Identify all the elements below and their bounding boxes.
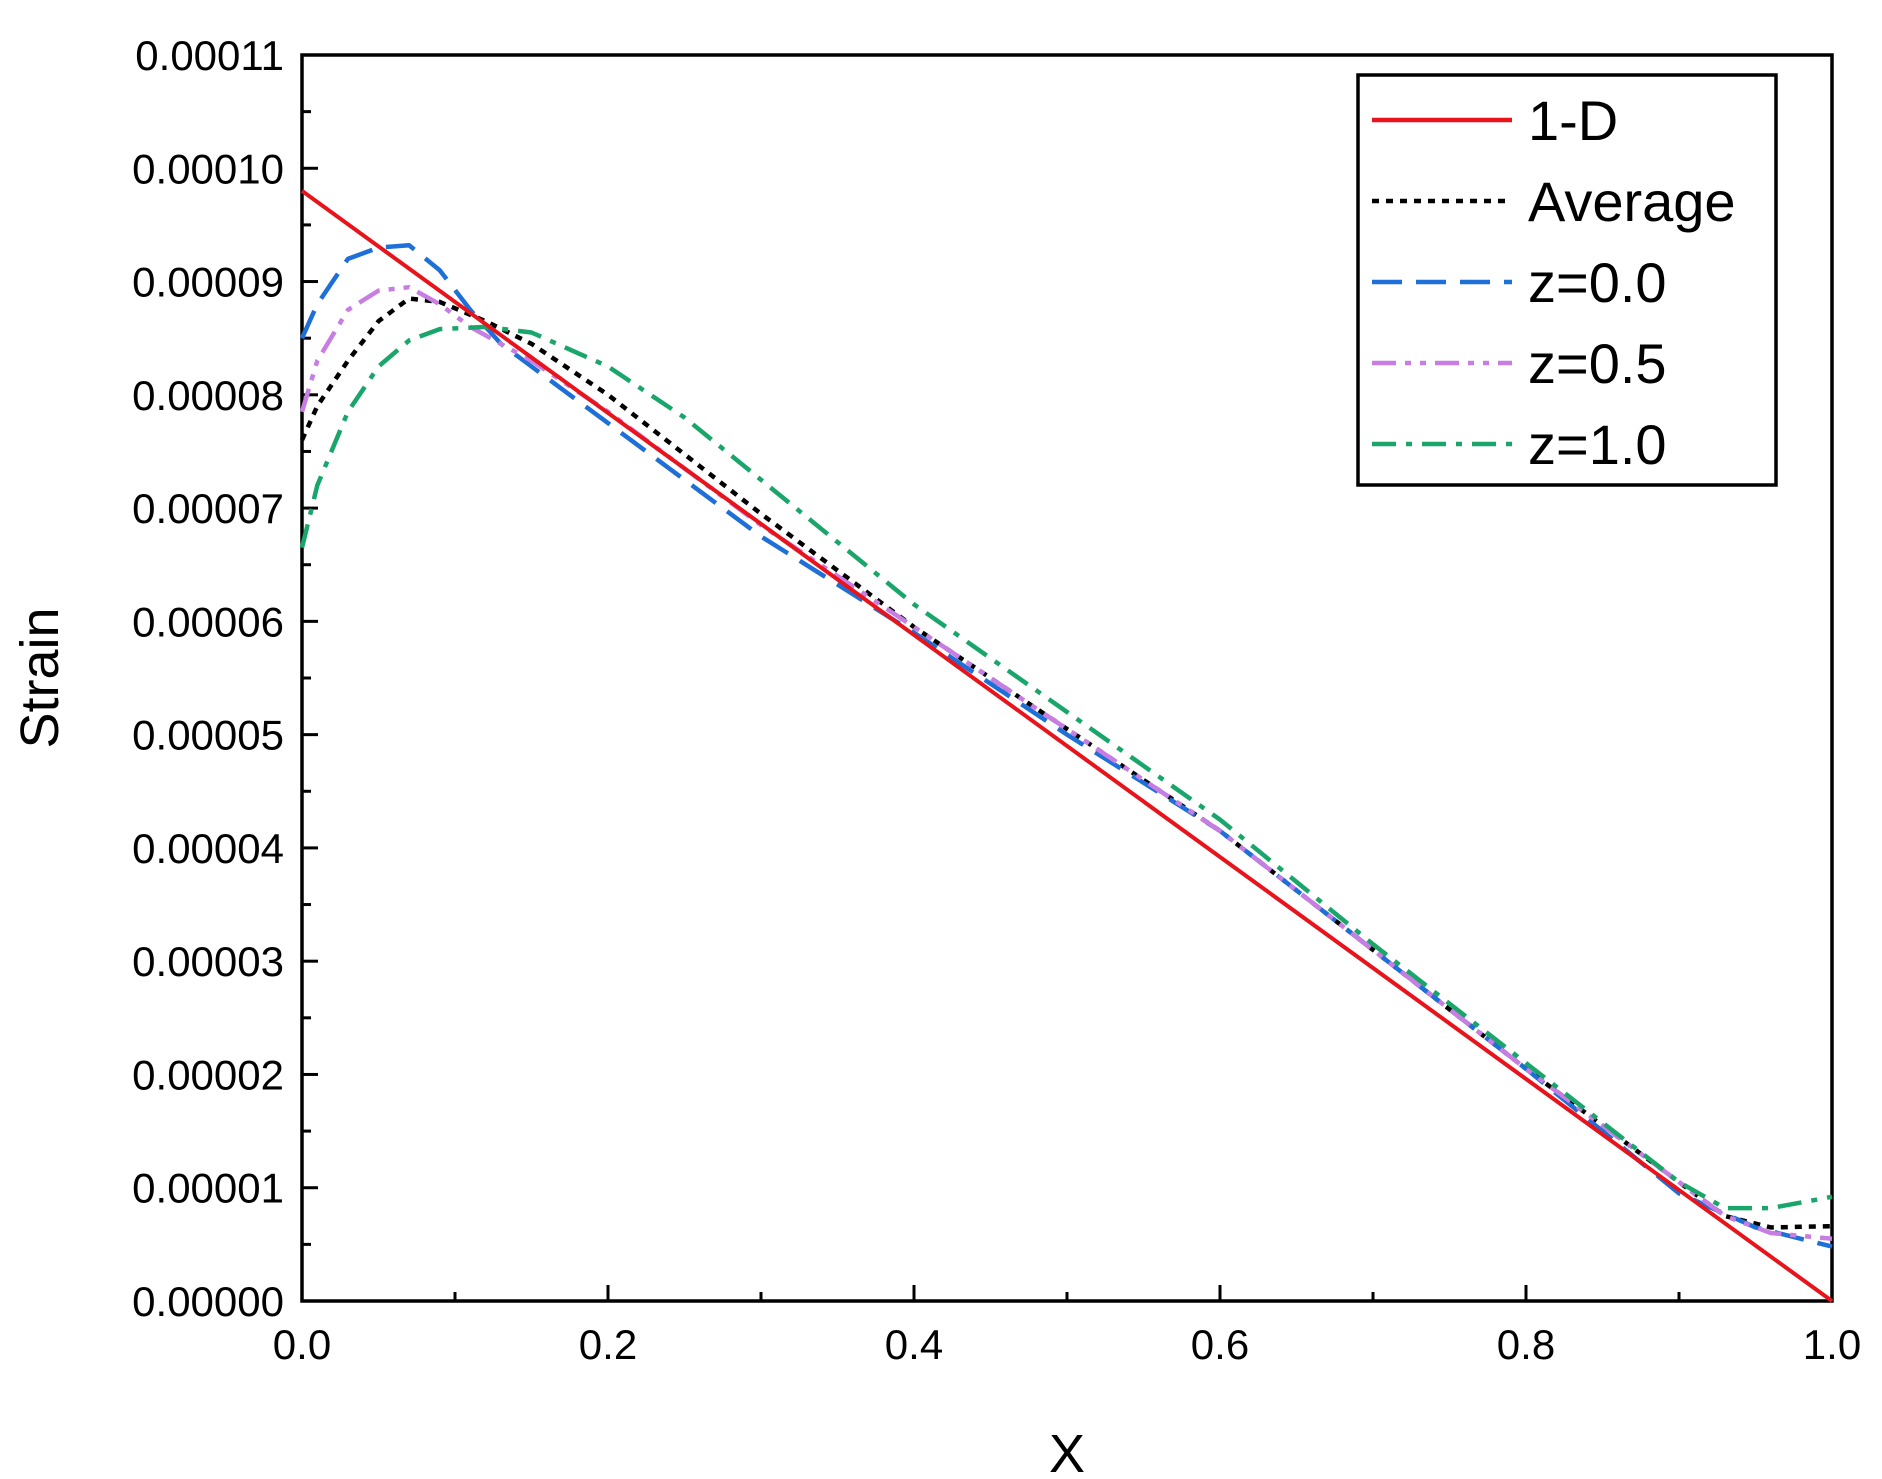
x-tick-label: 1.0	[1803, 1321, 1861, 1368]
y-tick-label: 0.00001	[132, 1165, 284, 1212]
x-tick-label: 0.4	[885, 1321, 943, 1368]
y-tick-label: 0.00007	[132, 485, 284, 532]
y-tick-label: 0.00000	[132, 1278, 284, 1325]
y-tick-label: 0.00008	[132, 372, 284, 419]
legend-label: Average	[1528, 170, 1736, 233]
x-tick-label: 0.6	[1191, 1321, 1249, 1368]
y-tick-label: 0.00003	[132, 938, 284, 985]
x-axis-ticks: 0.0 0.2 0.4 0.6 0.8 1.0	[273, 1285, 1861, 1368]
y-tick-label: 0.00010	[132, 145, 284, 192]
x-tick-label: 0.8	[1497, 1321, 1555, 1368]
y-axis-ticks: 0.00000 0.00001 0.00002 0.00003 0.00004 0.000…	[132, 32, 318, 1325]
series-line-z-1-0	[299, 324, 1833, 1211]
y-tick-label: 0.00002	[132, 1051, 284, 1098]
legend-label: z=1.0	[1528, 413, 1667, 476]
y-tick-label: 0.00004	[132, 825, 284, 872]
y-tick-label: 0.00005	[132, 712, 284, 759]
series-layer	[299, 189, 1834, 1303]
y-tick-label: 0.00011	[135, 32, 284, 79]
legend: 1-D Average z=0.0 z=0.5 z=1.0	[1356, 73, 1778, 487]
legend-label: z=0.0	[1528, 251, 1667, 314]
legend-entries: 1-D Average z=0.0 z=0.5 z=1.0	[1372, 89, 1736, 476]
series-line-average	[299, 296, 1833, 1230]
y-axis-title: Strain	[10, 607, 70, 748]
x-tick-label: 0.2	[579, 1321, 637, 1368]
series-line-1-d	[300, 189, 1834, 1303]
series-line-z-0-0	[299, 243, 1833, 1249]
y-tick-label: 0.00009	[132, 259, 284, 306]
legend-label: z=0.5	[1528, 332, 1667, 395]
x-axis-title: X	[1049, 1424, 1085, 1479]
x-tick-label: 0.0	[273, 1321, 331, 1368]
legend-label: 1-D	[1528, 89, 1618, 152]
y-tick-label: 0.00006	[132, 598, 284, 645]
